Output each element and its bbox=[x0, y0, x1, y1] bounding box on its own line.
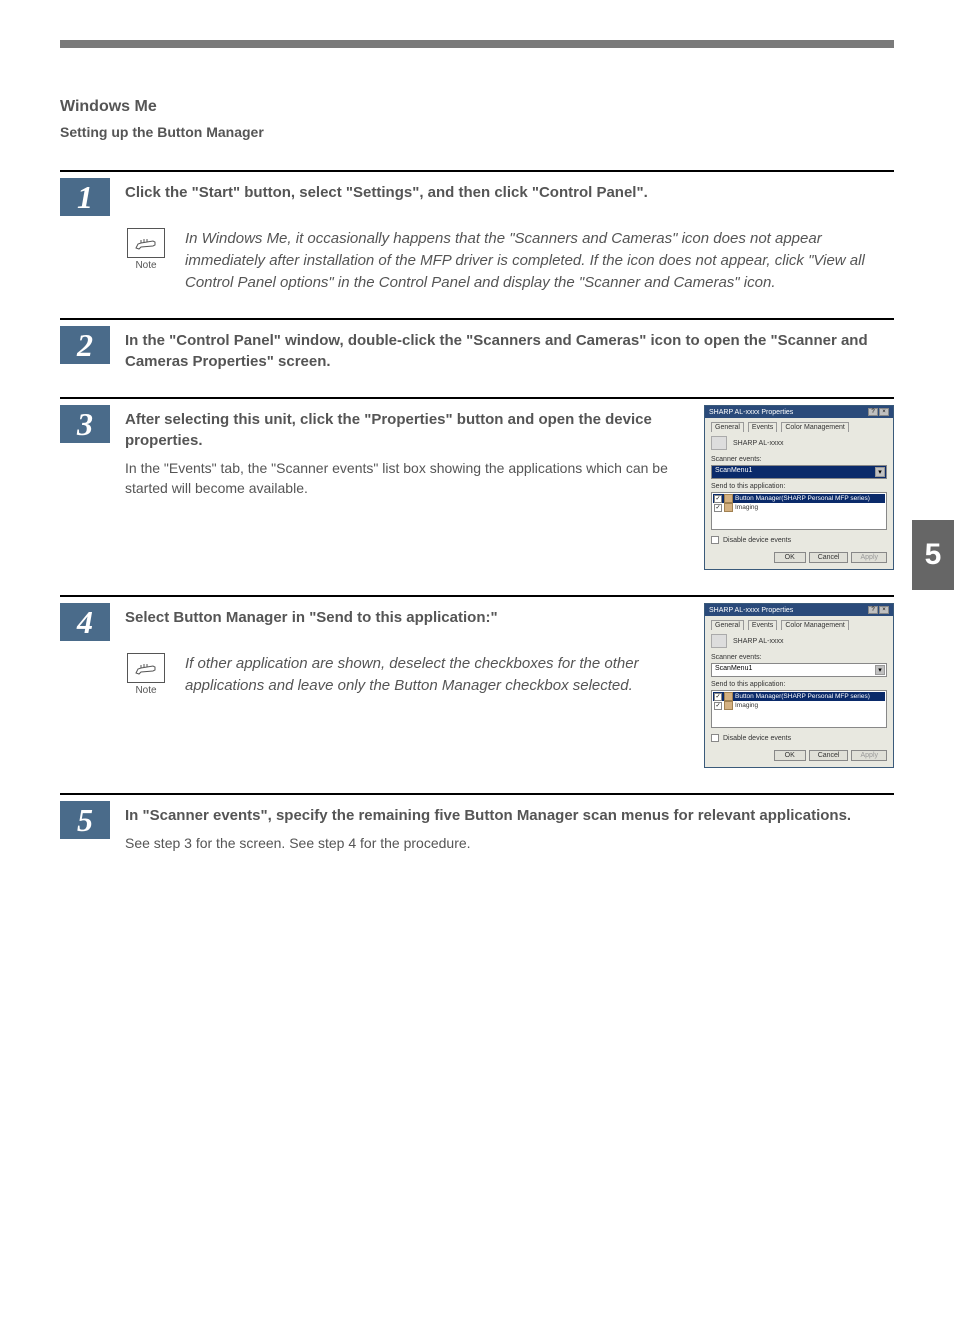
page-title: Windows Me bbox=[60, 98, 894, 116]
note-label: Note bbox=[125, 260, 167, 271]
step-2: 2 In the "Control Panel" window, double-… bbox=[60, 318, 894, 372]
close-icon[interactable]: × bbox=[879, 606, 889, 614]
divider bbox=[60, 170, 894, 172]
ok-button[interactable]: OK bbox=[774, 750, 806, 761]
step-3: 3 After selecting this unit, click the "… bbox=[60, 397, 894, 570]
step-number: 5 bbox=[60, 801, 110, 839]
divider bbox=[60, 397, 894, 399]
hand-icon bbox=[127, 228, 165, 258]
dialog-titlebar: SHARP AL-xxxx Properties ? × bbox=[705, 604, 893, 616]
tab-color-management[interactable]: Color Management bbox=[781, 620, 849, 630]
send-to-label: Send to this application: bbox=[711, 681, 887, 688]
step-number: 4 bbox=[60, 603, 110, 641]
divider bbox=[60, 318, 894, 320]
chevron-down-icon: ▾ bbox=[875, 467, 885, 477]
list-item[interactable]: ✓ Button Manager(SHARP Personal MFP seri… bbox=[713, 494, 885, 503]
cancel-button[interactable]: Cancel bbox=[809, 552, 849, 563]
page-subtitle: Setting up the Button Manager bbox=[60, 124, 894, 140]
list-item-label: Button Manager(SHARP Personal MFP series… bbox=[735, 495, 870, 502]
app-icon bbox=[724, 494, 733, 503]
scanner-events-label: Scanner events: bbox=[711, 654, 887, 661]
checkbox-icon[interactable]: ✓ bbox=[714, 495, 722, 503]
tab-general[interactable]: General bbox=[711, 620, 744, 630]
tab-events[interactable]: Events bbox=[748, 422, 777, 432]
disable-label: Disable device events bbox=[723, 537, 791, 544]
step-4: 4 Select Button Manager in "Send to this… bbox=[60, 595, 894, 768]
disable-checkbox[interactable] bbox=[711, 536, 719, 544]
step-number: 1 bbox=[60, 178, 110, 216]
help-icon[interactable]: ? bbox=[868, 606, 878, 614]
checkbox-icon[interactable]: ✓ bbox=[714, 504, 722, 512]
top-accent-bar bbox=[60, 40, 894, 48]
apply-button[interactable]: Apply bbox=[851, 552, 887, 563]
dialog-tabs: General Events Color Management bbox=[711, 620, 887, 630]
list-item-label: Imaging bbox=[735, 702, 758, 709]
scanner-device-icon bbox=[711, 436, 727, 450]
step-number: 3 bbox=[60, 405, 110, 443]
disable-label: Disable device events bbox=[723, 735, 791, 742]
list-item[interactable]: ✓ Button Manager(SHARP Personal MFP seri… bbox=[713, 692, 885, 701]
step-heading: In the "Control Panel" window, double-cl… bbox=[125, 330, 894, 372]
step-heading: Select Button Manager in "Send to this a… bbox=[125, 607, 684, 628]
step-1: 1 Click the "Start" button, select "Sett… bbox=[60, 170, 894, 293]
device-name: SHARP AL-xxxx bbox=[733, 440, 783, 447]
apply-button[interactable]: Apply bbox=[851, 750, 887, 761]
step-number: 2 bbox=[60, 326, 110, 364]
help-icon[interactable]: ? bbox=[868, 408, 878, 416]
note-text: In Windows Me, it occasionally happens t… bbox=[185, 228, 894, 293]
scanner-device-icon bbox=[711, 634, 727, 648]
divider bbox=[60, 595, 894, 597]
app-icon bbox=[724, 503, 733, 512]
chevron-down-icon: ▾ bbox=[875, 665, 885, 675]
close-icon[interactable]: × bbox=[879, 408, 889, 416]
list-item[interactable]: ✓ Imaging bbox=[713, 701, 885, 710]
app-icon bbox=[724, 701, 733, 710]
dialog-tabs: General Events Color Management bbox=[711, 422, 887, 432]
dialog-screenshot-2: SHARP AL-xxxx Properties ? × General Eve… bbox=[704, 603, 894, 768]
divider bbox=[60, 793, 894, 795]
tab-color-management[interactable]: Color Management bbox=[781, 422, 849, 432]
note-label: Note bbox=[125, 685, 167, 696]
note-text: If other application are shown, deselect… bbox=[185, 653, 684, 697]
send-to-label: Send to this application: bbox=[711, 483, 887, 490]
dialog-titlebar: SHARP AL-xxxx Properties ? × bbox=[705, 406, 893, 418]
checkbox-icon[interactable]: ✓ bbox=[714, 702, 722, 710]
list-item-label: Button Manager(SHARP Personal MFP series… bbox=[735, 693, 870, 700]
step-heading: After selecting this unit, click the "Pr… bbox=[125, 409, 684, 451]
dialog-screenshot-1: SHARP AL-xxxx Properties ? × General Eve… bbox=[704, 405, 894, 570]
step-body: See step 3 for the screen. See step 4 fo… bbox=[125, 834, 894, 854]
send-to-listbox[interactable]: ✓ Button Manager(SHARP Personal MFP seri… bbox=[711, 690, 887, 728]
hand-icon bbox=[127, 653, 165, 683]
dropdown-value: ScanMenu1 bbox=[715, 665, 752, 675]
dialog-title: SHARP AL-xxxx Properties bbox=[709, 409, 793, 416]
note-icon-container: Note bbox=[125, 653, 167, 696]
checkbox-icon[interactable]: ✓ bbox=[714, 693, 722, 701]
dialog-title: SHARP AL-xxxx Properties bbox=[709, 607, 793, 614]
note-icon-container: Note bbox=[125, 228, 167, 271]
step-heading: In "Scanner events", specify the remaini… bbox=[125, 805, 894, 826]
step-body: In the "Events" tab, the "Scanner events… bbox=[125, 459, 684, 498]
cancel-button[interactable]: Cancel bbox=[809, 750, 849, 761]
list-item-label: Imaging bbox=[735, 504, 758, 511]
ok-button[interactable]: OK bbox=[774, 552, 806, 563]
scanner-events-dropdown[interactable]: ScanMenu1 ▾ bbox=[711, 663, 887, 677]
tab-events[interactable]: Events bbox=[748, 620, 777, 630]
step-5: 5 In "Scanner events", specify the remai… bbox=[60, 793, 894, 854]
app-icon bbox=[724, 692, 733, 701]
step-heading: Click the "Start" button, select "Settin… bbox=[125, 182, 894, 203]
side-tab: 5 bbox=[912, 520, 954, 590]
dropdown-value: ScanMenu1 bbox=[715, 467, 752, 477]
list-item[interactable]: ✓ Imaging bbox=[713, 503, 885, 512]
scanner-events-dropdown[interactable]: ScanMenu1 ▾ bbox=[711, 465, 887, 479]
device-name: SHARP AL-xxxx bbox=[733, 638, 783, 645]
tab-general[interactable]: General bbox=[711, 422, 744, 432]
send-to-listbox[interactable]: ✓ Button Manager(SHARP Personal MFP seri… bbox=[711, 492, 887, 530]
scanner-events-label: Scanner events: bbox=[711, 456, 887, 463]
disable-checkbox[interactable] bbox=[711, 734, 719, 742]
